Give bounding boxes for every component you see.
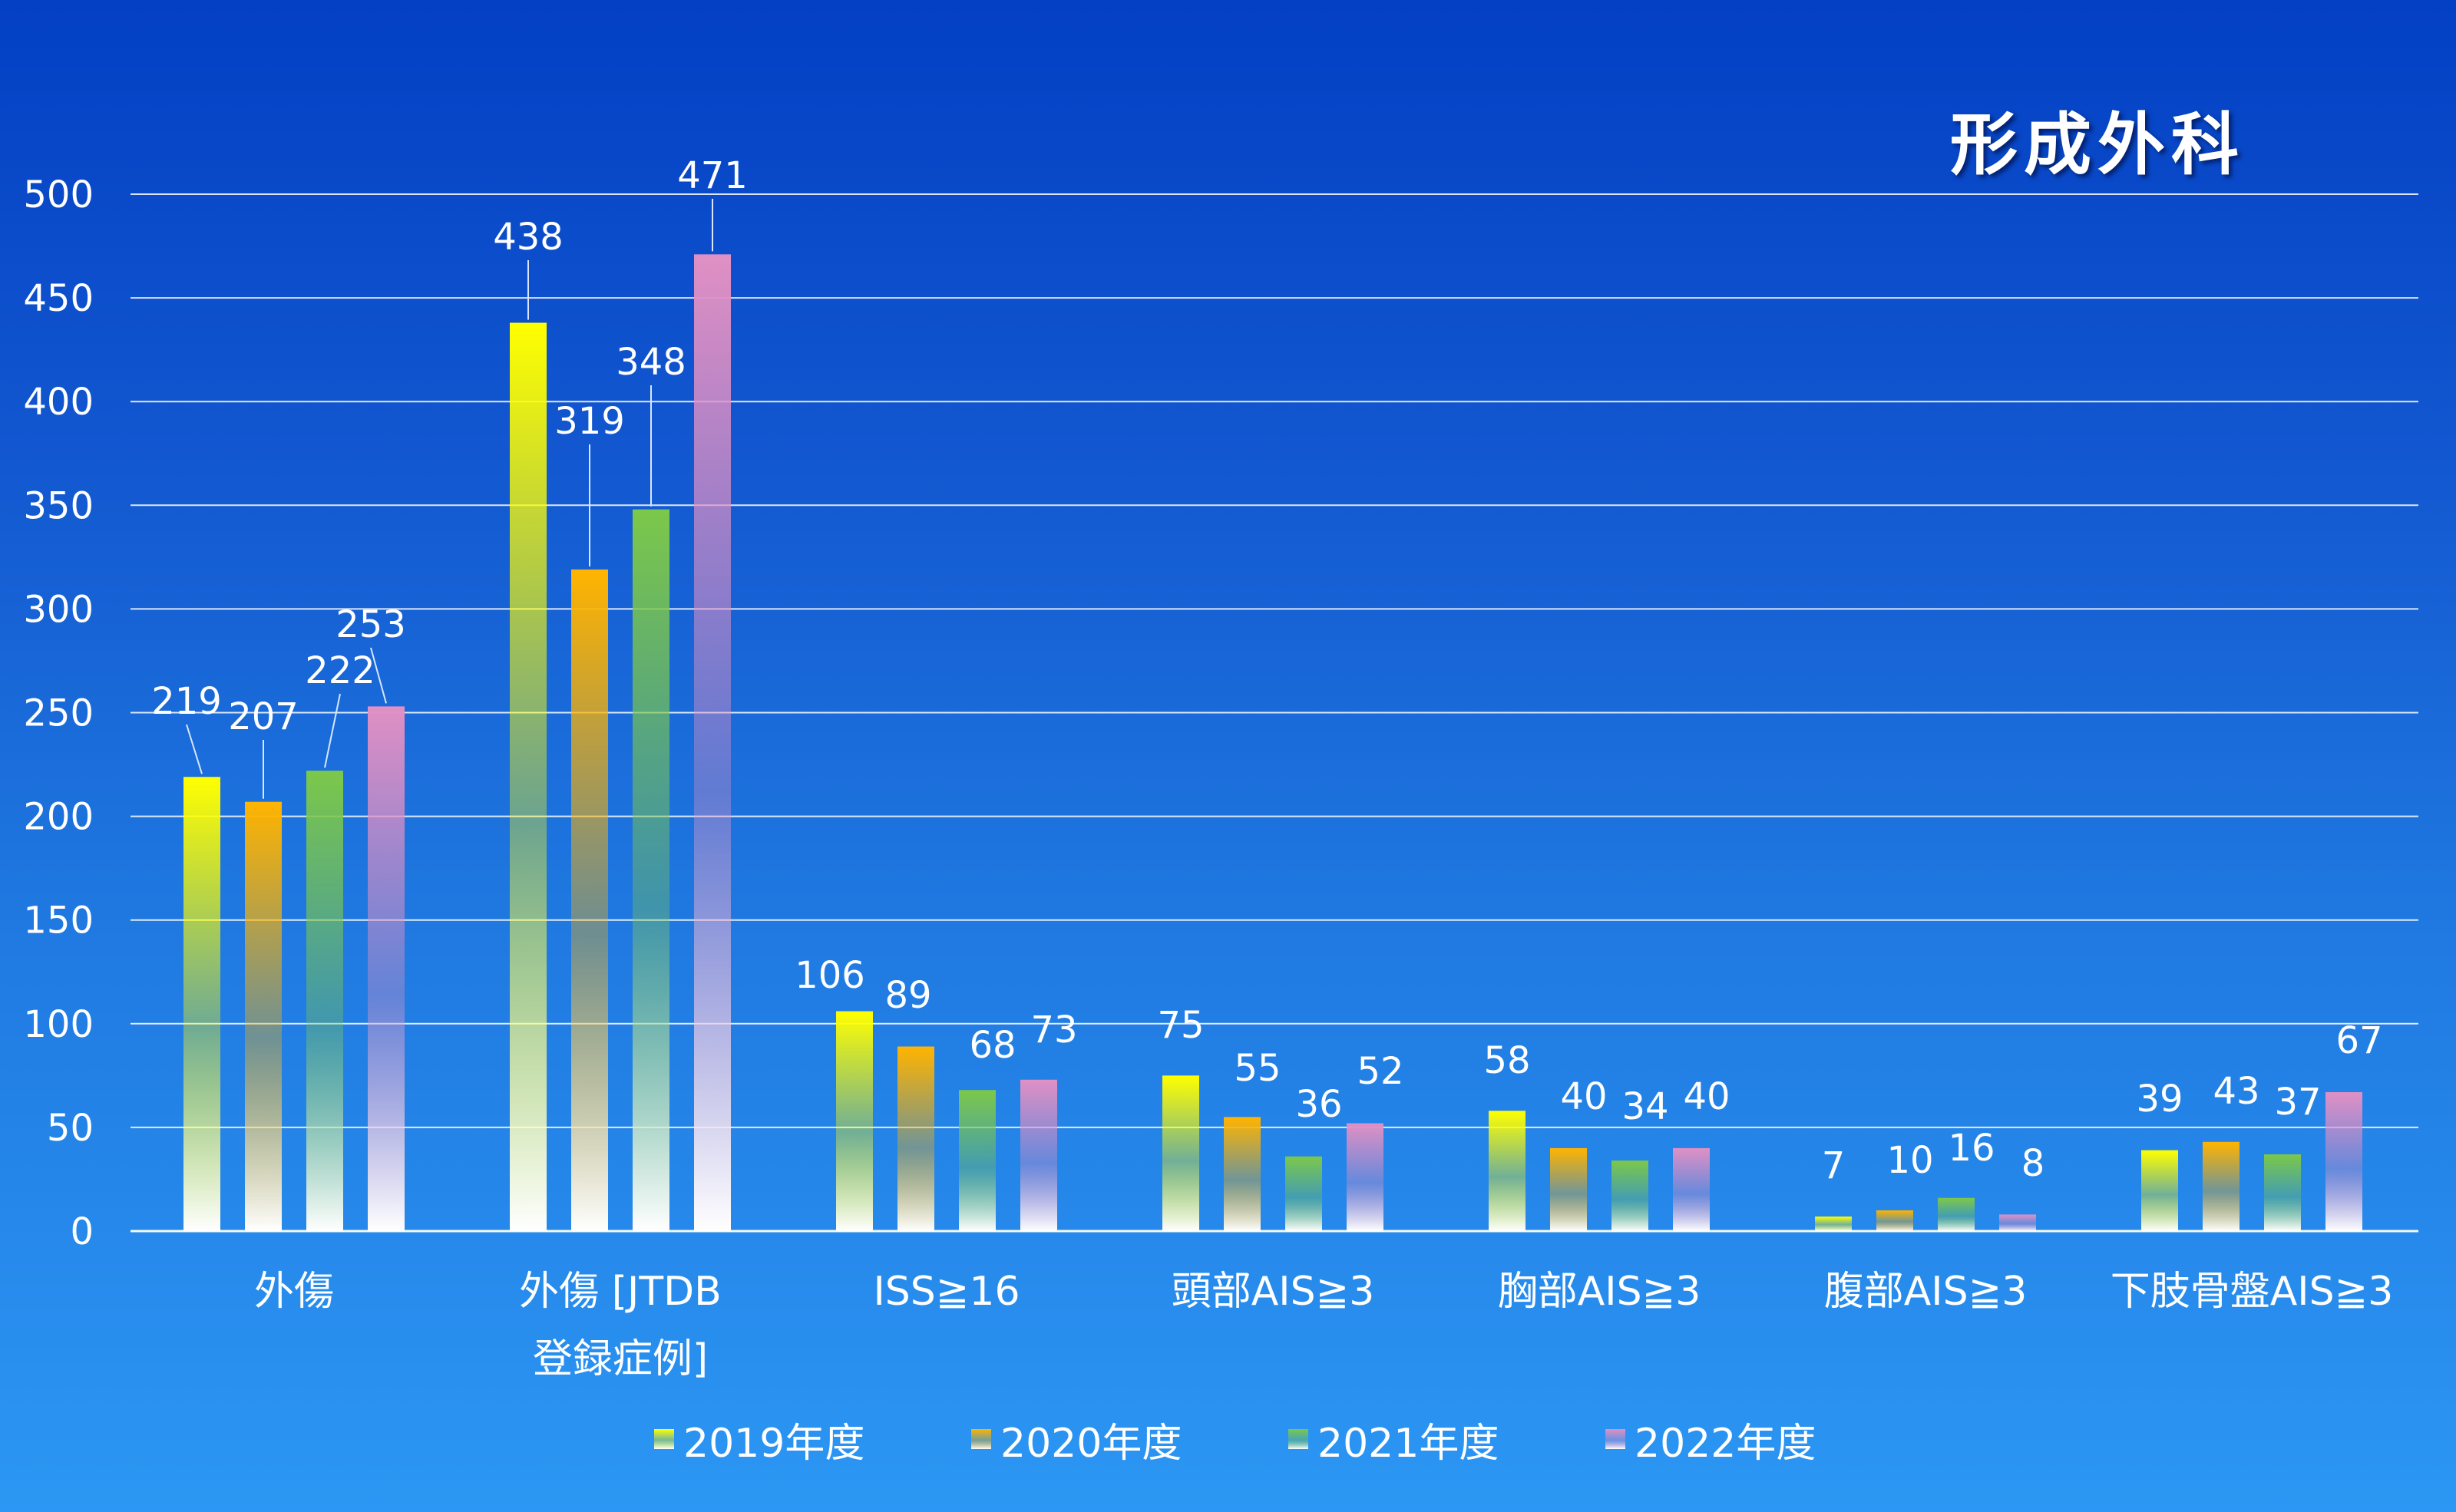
y-tick-label: 400 xyxy=(23,381,94,424)
bar xyxy=(2141,1150,2178,1231)
bar xyxy=(368,706,405,1231)
bar xyxy=(959,1090,996,1231)
category-label: 外傷 xyxy=(254,1269,334,1315)
data-label: 222 xyxy=(305,649,375,692)
legend-swatch xyxy=(1605,1429,1625,1449)
y-tick-label: 200 xyxy=(23,796,94,839)
data-label: 52 xyxy=(1357,1050,1403,1093)
bar xyxy=(2264,1154,2301,1231)
data-label: 36 xyxy=(1295,1083,1342,1126)
data-label: 67 xyxy=(2335,1019,2382,1062)
bar xyxy=(245,801,282,1231)
legend-swatch xyxy=(1288,1429,1308,1449)
legend-swatch xyxy=(654,1429,674,1449)
y-tick-label: 250 xyxy=(23,692,94,735)
data-label: 75 xyxy=(1157,1004,1204,1047)
bar xyxy=(1938,1197,1975,1231)
data-label: 348 xyxy=(616,341,686,384)
data-label: 253 xyxy=(336,603,406,646)
leader-line xyxy=(370,647,387,704)
bar xyxy=(1999,1214,2036,1231)
bar xyxy=(1673,1147,1710,1231)
bar xyxy=(1162,1075,1199,1231)
bar xyxy=(1876,1210,1913,1231)
bar xyxy=(1224,1117,1261,1231)
category-label: ISS≧16 xyxy=(873,1269,1020,1315)
bar xyxy=(1815,1217,1852,1231)
data-label: 89 xyxy=(884,974,931,1017)
data-label: 37 xyxy=(2274,1081,2321,1124)
bar xyxy=(633,509,669,1231)
leader-line xyxy=(186,724,203,774)
y-tick-label: 100 xyxy=(23,1003,94,1046)
bar xyxy=(1285,1156,1322,1231)
data-label: 438 xyxy=(493,216,564,259)
legend-label: 2022年度 xyxy=(1635,1421,1816,1467)
bar xyxy=(510,322,547,1232)
bar xyxy=(306,771,343,1231)
bar xyxy=(897,1046,934,1231)
data-label: 471 xyxy=(677,154,748,197)
data-label: 40 xyxy=(1560,1075,1607,1118)
category-label: 登録症例] xyxy=(533,1336,708,1382)
data-label: 58 xyxy=(1483,1039,1530,1082)
legend-swatch xyxy=(971,1429,991,1449)
y-tick-label: 50 xyxy=(47,1107,94,1150)
legend-label: 2019年度 xyxy=(683,1421,864,1467)
data-label: 34 xyxy=(1621,1085,1668,1128)
data-label: 106 xyxy=(795,954,865,997)
category-label: 胸部AIS≧3 xyxy=(1498,1269,1701,1315)
data-label: 68 xyxy=(969,1024,1016,1067)
category-label: 頭部AIS≧3 xyxy=(1172,1269,1375,1315)
category-label: 下肢骨盤AIS≧3 xyxy=(2111,1269,2394,1315)
bar xyxy=(1611,1160,1648,1231)
legend-label: 2021年度 xyxy=(1317,1421,1499,1467)
chart-title: 形成外科 xyxy=(1950,105,2246,184)
bar xyxy=(2203,1141,2239,1231)
data-label: 55 xyxy=(1234,1047,1281,1090)
bar xyxy=(1020,1079,1057,1231)
leader-line xyxy=(324,693,341,768)
bar xyxy=(1347,1123,1383,1231)
y-tick-label: 0 xyxy=(70,1210,94,1253)
data-label: 8 xyxy=(2021,1142,2045,1185)
y-tick-label: 350 xyxy=(23,484,94,527)
data-label: 40 xyxy=(1683,1075,1730,1118)
y-tick-label: 150 xyxy=(23,900,94,943)
bar xyxy=(694,254,731,1231)
data-label: 43 xyxy=(2213,1070,2259,1113)
data-label: 7 xyxy=(1822,1144,1846,1187)
data-label: 10 xyxy=(1886,1139,1933,1182)
data-label: 39 xyxy=(2136,1078,2183,1121)
data-label: 219 xyxy=(151,680,222,723)
bar xyxy=(2325,1091,2362,1231)
bar xyxy=(836,1011,873,1231)
y-tick-label: 450 xyxy=(23,277,94,320)
y-tick-label: 300 xyxy=(23,588,94,631)
data-label: 73 xyxy=(1030,1009,1077,1051)
data-label: 207 xyxy=(228,695,299,738)
bar xyxy=(571,569,608,1231)
category-label: 腹部AIS≧3 xyxy=(1824,1269,2028,1315)
bar xyxy=(1489,1111,1525,1231)
bar xyxy=(183,777,220,1231)
bar xyxy=(1550,1147,1587,1231)
y-tick-label: 500 xyxy=(23,173,94,216)
data-label: 319 xyxy=(554,400,625,443)
legend-label: 2020年度 xyxy=(1000,1421,1182,1467)
category-label: 外傷 [JTDB xyxy=(519,1269,722,1315)
data-label: 16 xyxy=(1948,1127,1995,1170)
